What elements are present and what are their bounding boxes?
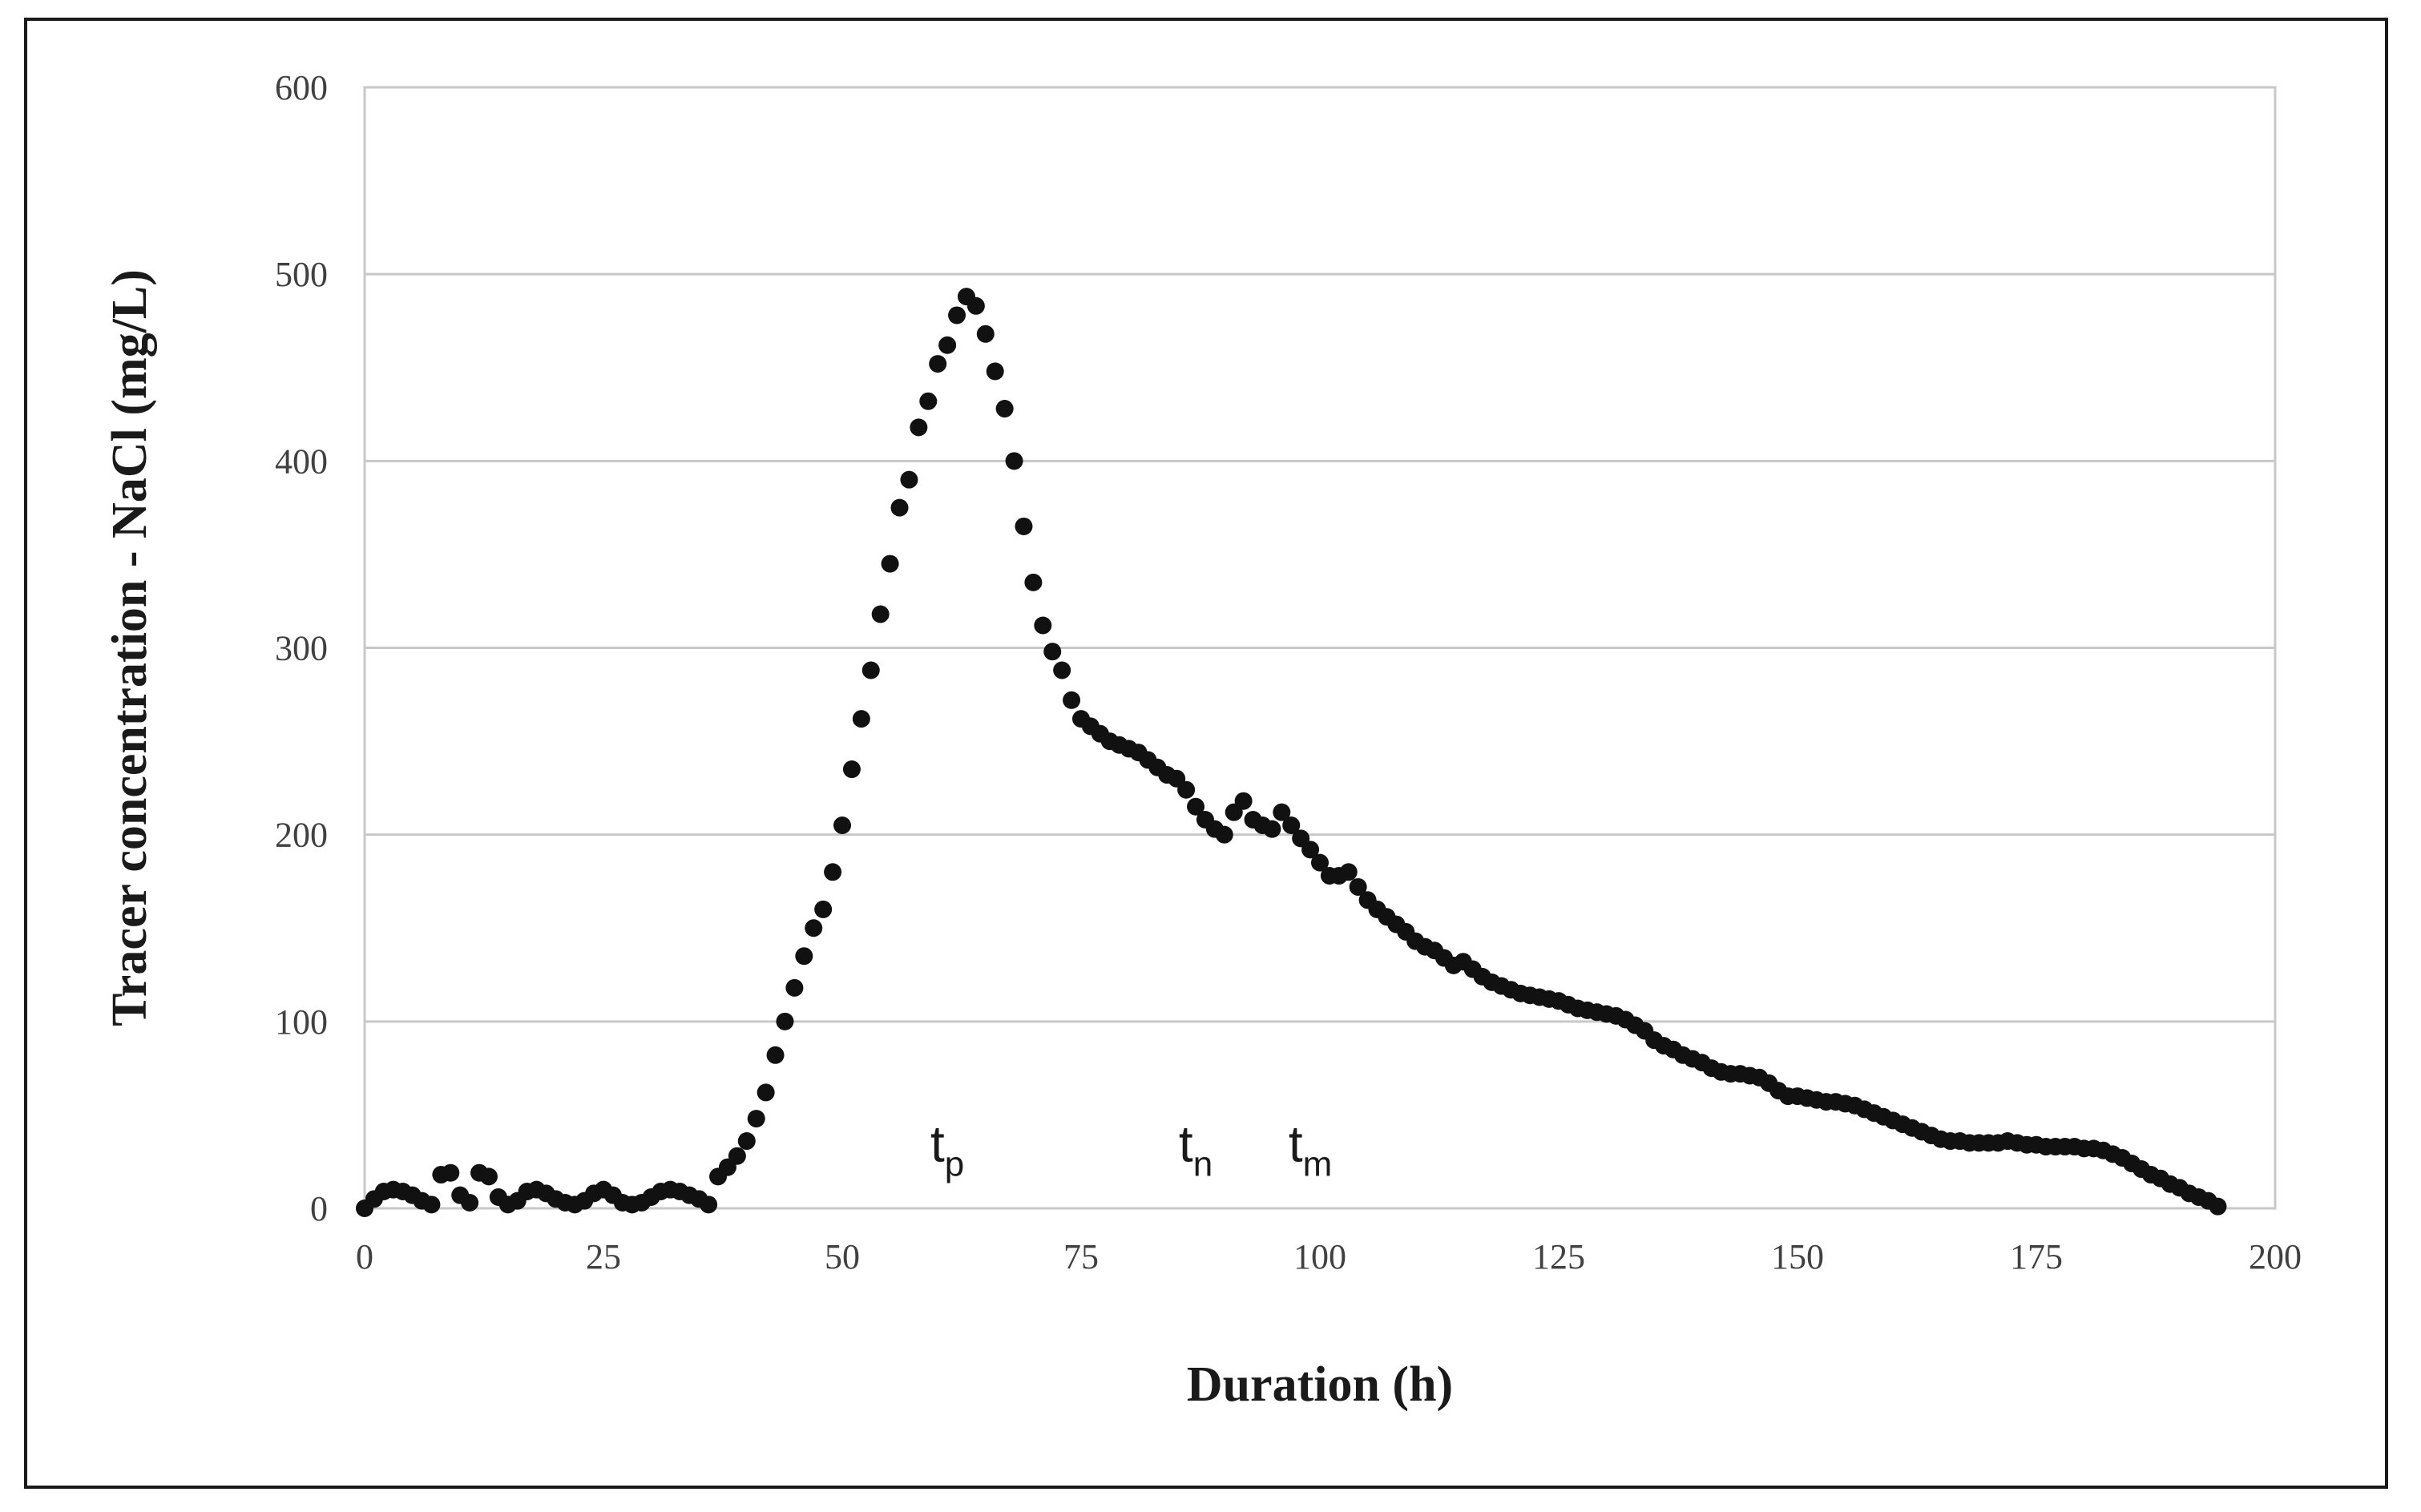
plot-area-border (363, 86, 2277, 1210)
data-point (890, 498, 909, 517)
annotation-tn: tn (1179, 1115, 1213, 1184)
x-tick-label-150: 150 (1771, 1237, 1824, 1276)
data-point (929, 355, 947, 373)
data-points (356, 288, 2227, 1217)
data-point (1282, 816, 1301, 835)
data-point (861, 661, 880, 679)
data-point (1053, 661, 1071, 679)
data-point (2209, 1197, 2227, 1216)
data-point (700, 1195, 718, 1214)
data-point (728, 1147, 746, 1165)
data-point (461, 1194, 479, 1212)
annotation-tm: tm (1289, 1115, 1332, 1184)
y-tick-label-400: 400 (275, 442, 328, 481)
data-point (814, 900, 833, 918)
data-point (1215, 825, 1233, 844)
data-point (747, 1110, 765, 1128)
data-point (785, 978, 804, 997)
x-tick-label-0: 0 (356, 1237, 373, 1276)
data-point (1187, 797, 1205, 816)
data-point (805, 919, 823, 937)
data-point (842, 760, 861, 779)
time-annotations: tp tn tm (930, 1115, 1332, 1184)
data-point (737, 1132, 756, 1151)
data-point (795, 947, 813, 966)
data-point (1263, 820, 1281, 838)
data-point (1177, 780, 1196, 799)
data-point (1311, 853, 1329, 872)
data-point (938, 336, 957, 354)
annotation-tp: tp (930, 1115, 964, 1184)
x-tick-label-75: 75 (1063, 1237, 1099, 1276)
data-point (1043, 643, 1062, 661)
chart-frame: 0 100 200 300 400 500 600 0 25 50 75 100 125 150 175 2… (24, 18, 2388, 1489)
data-point (757, 1083, 775, 1102)
x-tick-label-175: 175 (2010, 1237, 2063, 1276)
data-point (986, 362, 1004, 381)
y-tick-label-600: 600 (275, 68, 328, 107)
data-point (1005, 452, 1023, 470)
y-axis-title: Tracer concentration - NaCl (mg/L) (103, 269, 157, 1026)
chart-svg: 0 100 200 300 400 500 600 0 25 50 75 100 125 150 175 2… (103, 68, 2302, 1412)
data-point (1339, 863, 1358, 881)
data-point (442, 1163, 460, 1182)
y-tick-label-100: 100 (275, 1002, 328, 1042)
data-point (995, 400, 1014, 418)
y-tick-label-200: 200 (275, 816, 328, 855)
data-point (1015, 517, 1033, 535)
data-point (833, 816, 851, 835)
data-point (852, 710, 870, 728)
data-point (919, 392, 938, 410)
y-tick-labels: 0 100 200 300 400 500 600 (275, 68, 328, 1228)
x-tick-labels: 0 25 50 75 100 125 150 175 200 (356, 1237, 2302, 1276)
data-point (824, 863, 842, 881)
data-point (1063, 691, 1081, 709)
x-tick-label-50: 50 (825, 1237, 860, 1276)
data-point (900, 470, 918, 489)
data-point (766, 1046, 785, 1064)
y-tick-label-500: 500 (275, 255, 328, 294)
grid-layer (365, 86, 2275, 1210)
data-point (948, 306, 966, 325)
data-point (871, 605, 890, 623)
data-point (1301, 841, 1320, 859)
y-tick-label-0: 0 (310, 1189, 328, 1228)
data-point (479, 1167, 498, 1186)
data-point (910, 418, 928, 437)
y-tick-label-300: 300 (275, 629, 328, 668)
x-axis-title: Duration (h) (1187, 1357, 1453, 1412)
data-point (1034, 616, 1052, 635)
data-point (1234, 792, 1253, 810)
data-point (1024, 573, 1043, 591)
x-tick-label-200: 200 (2249, 1237, 2302, 1276)
data-point (776, 1012, 794, 1030)
data-point (1349, 877, 1367, 896)
data-point (976, 325, 995, 343)
data-point (966, 296, 985, 315)
data-point (881, 554, 899, 573)
x-tick-label-125: 125 (1532, 1237, 1585, 1276)
data-point (422, 1195, 441, 1214)
data-point (1273, 803, 1291, 821)
x-tick-label-100: 100 (1293, 1237, 1346, 1276)
x-tick-label-25: 25 (586, 1237, 621, 1276)
